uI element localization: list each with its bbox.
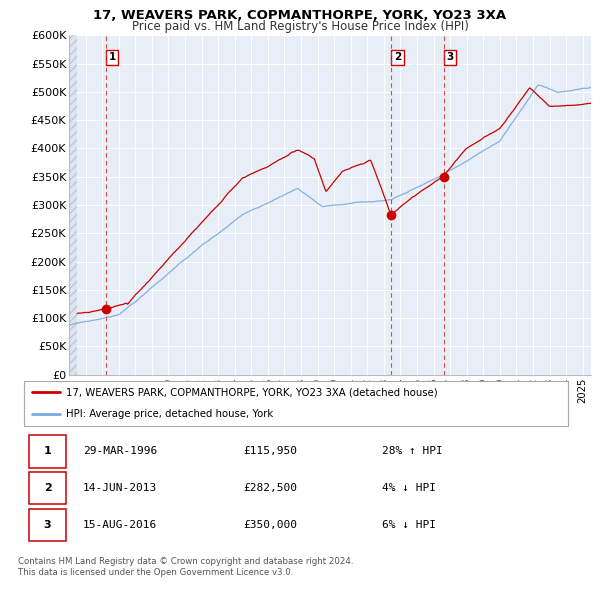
Text: 29-MAR-1996: 29-MAR-1996 (83, 447, 157, 457)
FancyBboxPatch shape (23, 381, 568, 426)
Bar (69, 35, 77, 375)
Text: 4% ↓ HPI: 4% ↓ HPI (382, 483, 436, 493)
Text: 3: 3 (44, 520, 52, 530)
Text: £282,500: £282,500 (244, 483, 298, 493)
Text: £350,000: £350,000 (244, 520, 298, 530)
Text: This data is licensed under the Open Government Licence v3.0.: This data is licensed under the Open Gov… (18, 568, 293, 577)
Text: £115,950: £115,950 (244, 447, 298, 457)
Text: 17, WEAVERS PARK, COPMANTHORPE, YORK, YO23 3XA (detached house): 17, WEAVERS PARK, COPMANTHORPE, YORK, YO… (66, 388, 437, 398)
Text: 1: 1 (109, 53, 116, 63)
Text: Contains HM Land Registry data © Crown copyright and database right 2024.: Contains HM Land Registry data © Crown c… (18, 557, 353, 566)
Text: 2: 2 (394, 53, 401, 63)
FancyBboxPatch shape (29, 435, 66, 467)
Text: HPI: Average price, detached house, York: HPI: Average price, detached house, York (66, 409, 273, 419)
Text: 28% ↑ HPI: 28% ↑ HPI (382, 447, 443, 457)
Text: 2: 2 (44, 483, 52, 493)
Text: 3: 3 (446, 53, 454, 63)
Text: 15-AUG-2016: 15-AUG-2016 (83, 520, 157, 530)
Text: 14-JUN-2013: 14-JUN-2013 (83, 483, 157, 493)
Text: 17, WEAVERS PARK, COPMANTHORPE, YORK, YO23 3XA: 17, WEAVERS PARK, COPMANTHORPE, YORK, YO… (94, 9, 506, 22)
FancyBboxPatch shape (29, 472, 66, 504)
Text: 1: 1 (44, 447, 52, 457)
Text: Price paid vs. HM Land Registry's House Price Index (HPI): Price paid vs. HM Land Registry's House … (131, 20, 469, 33)
Text: 6% ↓ HPI: 6% ↓ HPI (382, 520, 436, 530)
FancyBboxPatch shape (29, 509, 66, 541)
